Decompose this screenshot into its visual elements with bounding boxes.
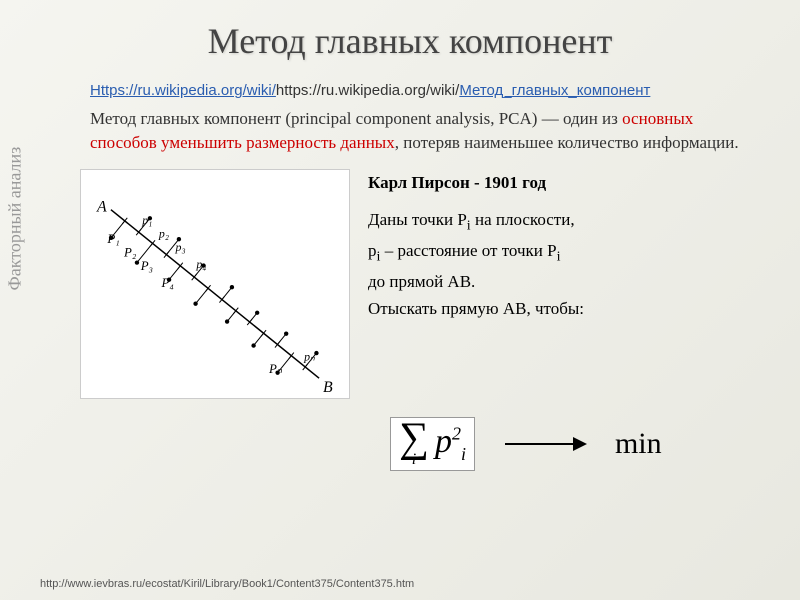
svg-text:P₄: P₄ [161,276,174,290]
svg-text:P₁: P₁ [106,232,119,246]
arrow-icon [505,443,585,445]
svg-text:Pₙ: Pₙ [268,362,283,376]
svg-text:pₙ: pₙ [303,349,315,363]
wiki-link-plain: https://ru.wikipedia.org/wiki/ [276,82,459,99]
wiki-link-2[interactable]: Метод_главных_компонент [459,82,650,99]
pearson-text: Карл Пирсон - 1901 год Даны точки Pi на … [368,169,584,323]
svg-text:p₄: p₄ [195,257,206,271]
source-link: Https://ru.wikipedia.org/wiki/https://ru… [60,82,760,99]
pearson-diagram: A B P₁ p₁ P₂ p₂ P₃ p₃ P₄ p₄ Pₙ pₙ [80,169,350,399]
wiki-link-1[interactable]: Https://ru.wikipedia.org/wiki/ [90,82,276,99]
svg-text:P₂: P₂ [123,245,137,259]
svg-text:P₃: P₃ [140,259,153,273]
svg-text:A: A [96,198,107,215]
svg-text:p₁: p₁ [141,213,152,227]
svg-text:p₂: p₂ [158,226,169,240]
pearson-header: Карл Пирсон - 1901 год [368,169,584,196]
sidebar-category: Факторный анализ [5,147,26,291]
svg-text:B: B [323,379,333,396]
min-label: min [615,427,662,461]
objective-formula: ∑ i p2i [390,417,475,471]
svg-text:p₃: p₃ [175,240,186,254]
footer-url: http://www.ievbras.ru/ecostat/Kiril/Libr… [40,578,414,590]
definition-text: Метод главных компонент (principal compo… [60,107,760,155]
slide-title: Метод главных компонент [60,20,760,62]
